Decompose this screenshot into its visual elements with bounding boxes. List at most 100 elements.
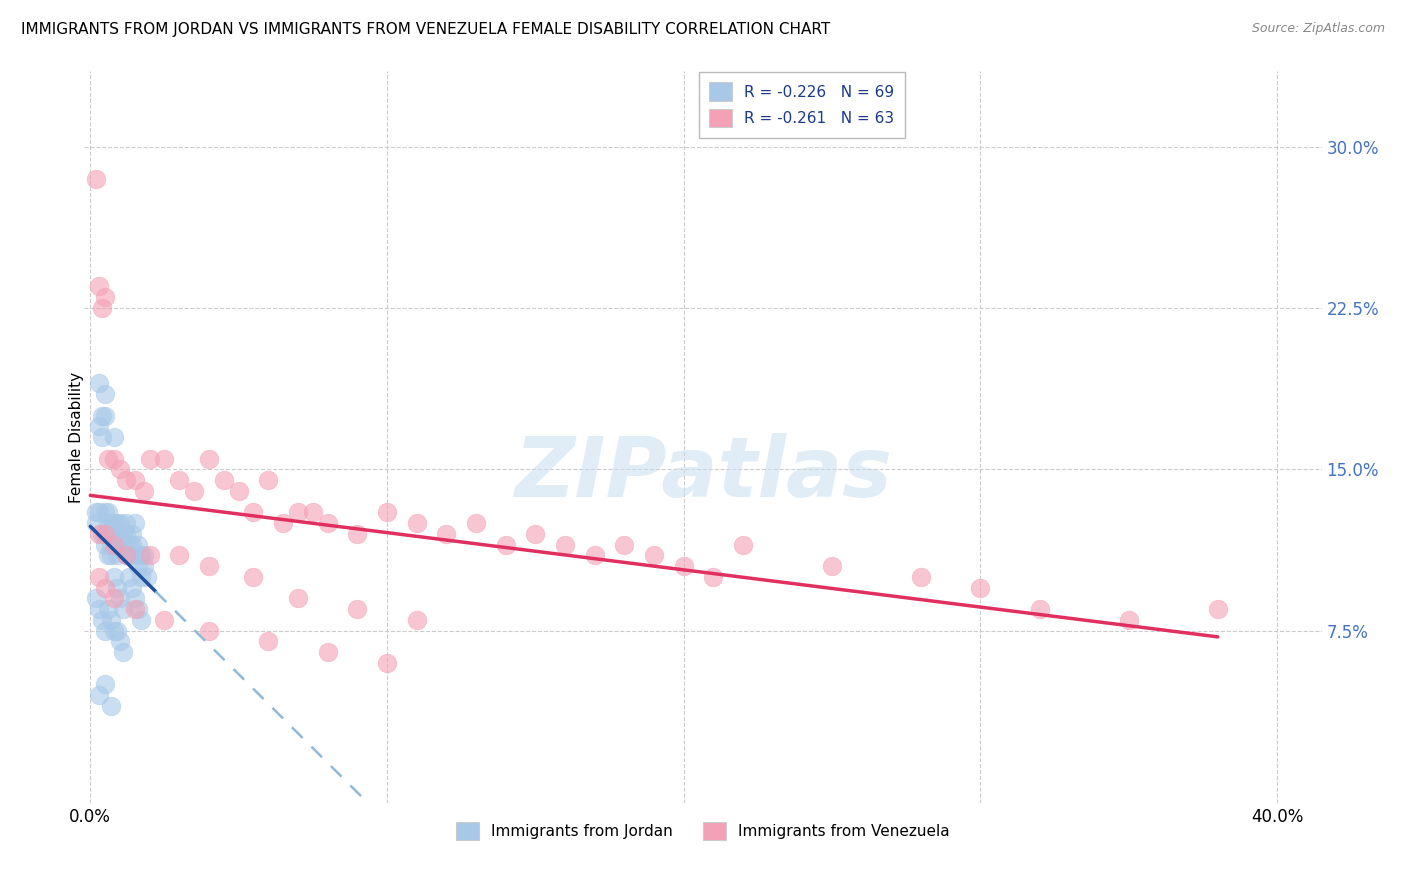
- Point: [183, 483, 205, 498]
- Point: [100, 538, 122, 552]
- Point: [115, 549, 138, 563]
- Point: [524, 527, 547, 541]
- Point: [115, 527, 138, 541]
- Point: [97, 602, 120, 616]
- Point: [105, 624, 128, 638]
- Point: [111, 645, 134, 659]
- Point: [103, 538, 125, 552]
- Point: [105, 581, 128, 595]
- Legend: Immigrants from Jordan, Immigrants from Venezuela: Immigrants from Jordan, Immigrants from …: [450, 815, 956, 847]
- Point: [287, 591, 309, 606]
- Point: [89, 527, 111, 541]
- Point: [108, 538, 131, 552]
- Point: [138, 451, 160, 466]
- Point: [138, 549, 160, 563]
- Point: [94, 505, 117, 519]
- Point: [89, 279, 111, 293]
- Point: [84, 505, 107, 519]
- Point: [84, 172, 107, 186]
- Point: [132, 559, 155, 574]
- Point: [103, 516, 125, 530]
- Point: [434, 527, 457, 541]
- Point: [103, 570, 125, 584]
- Point: [84, 591, 107, 606]
- Point: [127, 602, 149, 616]
- Point: [94, 677, 117, 691]
- Point: [105, 516, 128, 530]
- Point: [103, 430, 125, 444]
- Point: [127, 538, 149, 552]
- Point: [97, 527, 120, 541]
- Point: [103, 624, 125, 638]
- Point: [643, 549, 665, 563]
- Point: [672, 559, 695, 574]
- Point: [242, 570, 264, 584]
- Point: [105, 538, 128, 552]
- Point: [198, 451, 221, 466]
- Point: [129, 613, 152, 627]
- Point: [94, 538, 117, 552]
- Point: [301, 505, 323, 519]
- Point: [91, 430, 114, 444]
- Point: [118, 549, 141, 563]
- Point: [731, 538, 754, 552]
- Point: [1118, 613, 1140, 627]
- Point: [94, 624, 117, 638]
- Point: [94, 527, 117, 541]
- Point: [132, 483, 155, 498]
- Point: [84, 516, 107, 530]
- Point: [100, 613, 122, 627]
- Point: [129, 549, 152, 563]
- Point: [115, 473, 138, 487]
- Point: [91, 613, 114, 627]
- Point: [111, 602, 134, 616]
- Point: [124, 602, 146, 616]
- Point: [97, 451, 120, 466]
- Point: [121, 581, 143, 595]
- Point: [108, 462, 131, 476]
- Point: [94, 409, 117, 423]
- Text: IMMIGRANTS FROM JORDAN VS IMMIGRANTS FROM VENEZUELA FEMALE DISABILITY CORRELATIO: IMMIGRANTS FROM JORDAN VS IMMIGRANTS FRO…: [21, 22, 831, 37]
- Point: [97, 549, 120, 563]
- Point: [228, 483, 250, 498]
- Point: [111, 538, 134, 552]
- Point: [969, 581, 991, 595]
- Point: [124, 549, 146, 563]
- Point: [287, 505, 309, 519]
- Point: [97, 516, 120, 530]
- Point: [89, 688, 111, 702]
- Point: [554, 538, 576, 552]
- Point: [89, 419, 111, 434]
- Point: [405, 516, 427, 530]
- Point: [346, 527, 368, 541]
- Point: [153, 451, 176, 466]
- Point: [583, 549, 606, 563]
- Point: [91, 527, 114, 541]
- Point: [257, 473, 280, 487]
- Point: [108, 634, 131, 648]
- Text: Source: ZipAtlas.com: Source: ZipAtlas.com: [1251, 22, 1385, 36]
- Point: [212, 473, 235, 487]
- Point: [103, 527, 125, 541]
- Point: [702, 570, 724, 584]
- Point: [100, 549, 122, 563]
- Point: [108, 516, 131, 530]
- Point: [94, 581, 117, 595]
- Point: [121, 538, 143, 552]
- Point: [153, 613, 176, 627]
- Point: [271, 516, 294, 530]
- Point: [115, 549, 138, 563]
- Point: [613, 538, 636, 552]
- Point: [118, 570, 141, 584]
- Point: [115, 516, 138, 530]
- Point: [108, 591, 131, 606]
- Point: [100, 516, 122, 530]
- Text: ZIPatlas: ZIPatlas: [515, 434, 891, 514]
- Point: [1029, 602, 1052, 616]
- Y-axis label: Female Disability: Female Disability: [69, 371, 83, 503]
- Point: [465, 516, 488, 530]
- Point: [198, 624, 221, 638]
- Point: [257, 634, 280, 648]
- Point: [118, 538, 141, 552]
- Point: [169, 473, 191, 487]
